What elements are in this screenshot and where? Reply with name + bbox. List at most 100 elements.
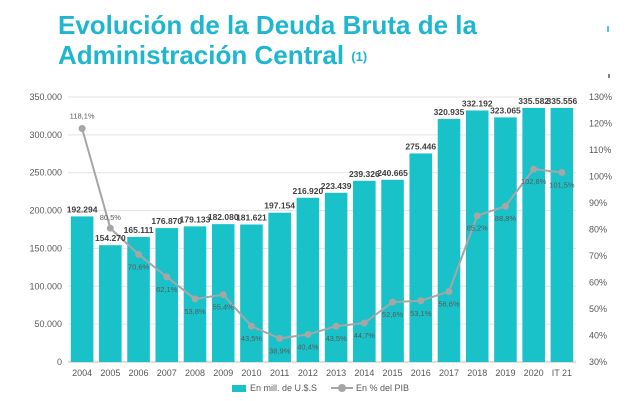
chart-title: Evolución de la Deuda Bruta de la Admini… (58, 10, 477, 70)
bar-value-label: 192.294 (67, 204, 98, 214)
x-tick-label: 2016 (411, 368, 431, 378)
bar (99, 245, 122, 362)
x-tick-label: 2009 (213, 368, 233, 378)
y-right-tick-label: 120% (589, 119, 612, 129)
y-right-tick-label: 40% (589, 331, 607, 341)
y-left-tick-label: 350.000 (29, 92, 62, 102)
pib-point (558, 169, 566, 177)
x-tick-label: 2005 (100, 368, 120, 378)
title-footnote: (1) (351, 49, 368, 64)
bar-value-label: 239.326 (349, 169, 380, 179)
pib-value-label: 118,1% (70, 112, 95, 121)
x-tick-label: 2017 (439, 368, 459, 378)
pib-value-label: 62,1% (156, 285, 178, 294)
pib-value-label: 40,4% (297, 342, 319, 351)
y-right-tick-label: 30% (589, 357, 607, 367)
title-line-2-text: Administración Central (58, 40, 345, 70)
pib-point (191, 295, 199, 303)
bar (437, 119, 461, 363)
x-tick-label: 2020 (524, 368, 544, 378)
y-left-tick-label: 150.000 (29, 243, 62, 253)
y-right-tick-label: 110% (589, 145, 611, 155)
bar (127, 236, 150, 362)
pib-value-label: 55,4% (213, 303, 235, 312)
x-tick-label: 2011 (270, 368, 289, 378)
y-left-tick-label: 250.000 (29, 168, 62, 178)
y-right-tick-label: 100% (589, 172, 612, 182)
x-tick-label: IT 21 (552, 368, 572, 378)
legend-bar-label: En mill. de U.$.S (250, 383, 318, 393)
y-right-tick-label: 60% (589, 278, 607, 288)
bar-value-label: 323.065 (490, 105, 521, 115)
x-tick-label: 2013 (326, 368, 346, 378)
bar (409, 153, 433, 362)
bar-value-label: 179.133 (180, 214, 211, 224)
pib-point (501, 202, 509, 210)
pib-point (106, 224, 114, 232)
y-right-tick-label: 70% (589, 251, 607, 261)
pib-line (81, 128, 563, 340)
y-right-tick-label: 130% (589, 92, 612, 102)
bar-value-label: 165.111 (124, 225, 154, 235)
pib-point (473, 212, 481, 220)
bar-value-label: 154.270 (95, 233, 126, 243)
legend-bar-swatch (232, 384, 246, 392)
x-tick-label: 2010 (241, 368, 261, 378)
bar (522, 107, 545, 362)
pib-value-label: 88,8% (495, 214, 517, 223)
x-tick-label: 2012 (298, 368, 318, 378)
y-right-tick-label: 80% (589, 225, 607, 235)
pib-value-label: 43,5% (325, 334, 347, 343)
legend-line-label: En % del PIB (356, 383, 410, 393)
bar (268, 212, 291, 362)
pib-point (360, 319, 368, 327)
pib-point (135, 250, 143, 258)
pib-value-label: 43,5% (241, 334, 263, 343)
pib-value-label: 53,1% (410, 309, 432, 318)
x-tick-label: 2018 (467, 368, 487, 378)
bar (494, 117, 517, 362)
legend-line-swatch (331, 384, 354, 392)
pib-value-label: 102,8% (521, 177, 547, 186)
bar (353, 180, 376, 362)
pib-value-label: 52,6% (382, 310, 404, 319)
pib-value-label: 38,9% (269, 346, 291, 355)
pib-point (163, 273, 171, 281)
pib-point (276, 334, 284, 342)
bar (465, 110, 489, 362)
pib-point (78, 125, 86, 133)
x-tick-label: 2014 (354, 368, 374, 378)
bar (155, 228, 179, 362)
pib-point (445, 288, 453, 296)
bar (550, 107, 574, 362)
title-line-2: Administración Central (1) (58, 40, 477, 70)
pib-point (530, 165, 538, 173)
x-tick-label: 2008 (185, 368, 205, 378)
y-left-tick-label: 0 (57, 357, 62, 367)
y-left-tick-label: 200.000 (29, 206, 62, 216)
pib-point (219, 291, 227, 299)
bar-value-label: 320.935 (434, 107, 465, 117)
bar-value-label: 240.665 (377, 168, 408, 178)
pib-point (304, 330, 312, 338)
pib-value-label: 80,5% (100, 213, 122, 222)
pib-point (332, 322, 340, 330)
y-left-tick-label: 50.000 (34, 319, 62, 329)
pib-value-label: 56,6% (438, 300, 460, 309)
pib-point (247, 322, 255, 330)
x-tick-label: 2004 (72, 368, 92, 378)
chart-legend: En mill. de U.$.S En % del PIB (232, 383, 409, 393)
bar-value-label: 176.870 (151, 216, 182, 226)
y-right-tick-label: 50% (589, 304, 607, 314)
pib-value-label: 101,5% (549, 181, 575, 190)
y-right-tick-label: 90% (589, 198, 607, 208)
bar (183, 226, 207, 362)
y-left-tick-label: 300.000 (29, 130, 62, 140)
bar-value-label: 335.582 (518, 96, 549, 106)
bar-value-label: 335.556 (547, 96, 578, 106)
pib-value-label: 53,8% (184, 307, 206, 316)
bar-value-label: 275.446 (405, 141, 436, 151)
bar (324, 192, 348, 362)
y-left-tick-label: 100.000 (29, 281, 62, 291)
bar-value-label: 197.154 (264, 201, 295, 211)
